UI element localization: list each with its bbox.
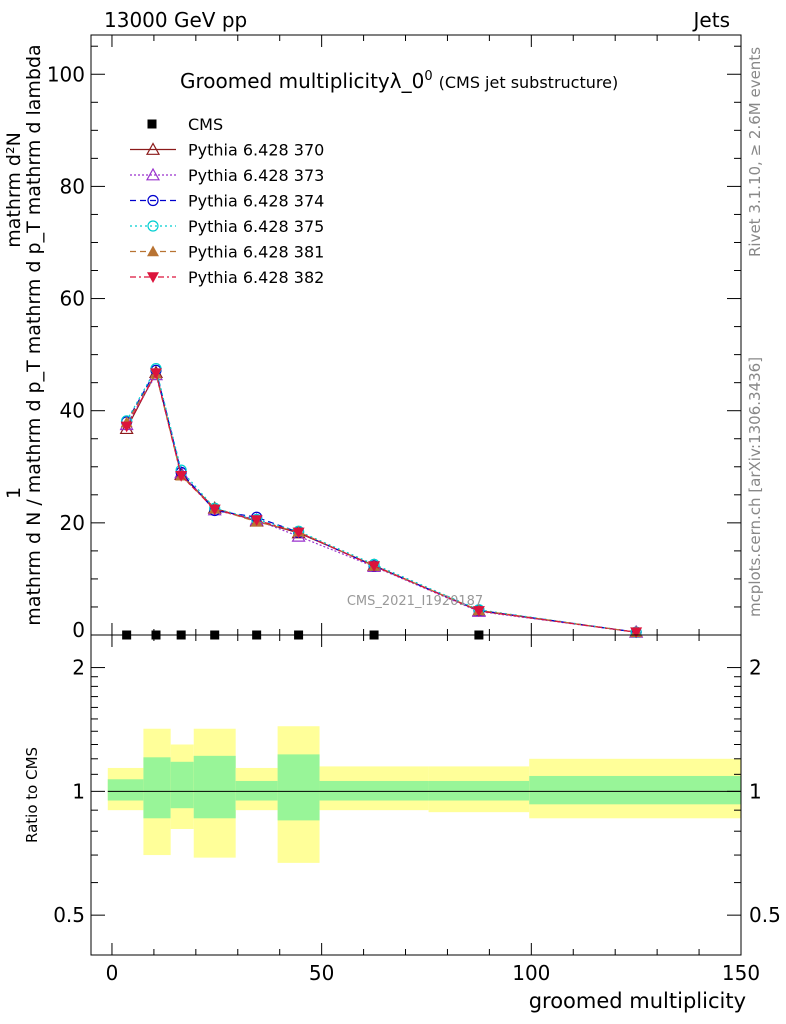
ratio-y-axis-label: Ratio to CMS [23, 747, 41, 843]
x-tick-label: 100 [512, 961, 550, 985]
legend-marker-cms [147, 119, 157, 129]
chart-title-superscript: 0 [424, 69, 432, 84]
series-point-6-6 [368, 561, 381, 573]
y-tick-label: 40 [60, 399, 85, 423]
ratio-inner-band-8 [529, 775, 741, 805]
ratio-y-tick-label: 1 [72, 779, 85, 803]
legend-marker-6 [147, 272, 159, 283]
series-point-6-0 [120, 421, 133, 433]
y-tick-label-zero: 0 [72, 618, 85, 642]
ratio-y-tick-label-right: 0.5 [749, 903, 781, 927]
ratio-inner-band-5 [277, 754, 320, 821]
ratio-y-tick-label-right: 1 [749, 779, 762, 803]
legend-label-6: Pythia 6.428 382 [188, 268, 324, 287]
legend-marker-5 [147, 245, 159, 257]
legend-label-4: Pythia 6.428 375 [188, 217, 324, 236]
mcplots-label: mcplots.cern.ch [arXiv:1306.3436] [746, 357, 764, 617]
y-tick-label: 100 [47, 62, 85, 86]
series-point-6-3 [208, 504, 221, 516]
x-tick-label: 150 [722, 961, 760, 985]
legend-marker-4 [147, 220, 159, 232]
y-axis-label-right: mathrm d²N [3, 132, 25, 248]
ratio-inner-band-1 [143, 757, 171, 819]
chart-subtitle: (CMS jet substructure) [439, 73, 619, 92]
series-line-3 [126, 368, 637, 633]
watermark: CMS_2021_I1920187 [347, 594, 483, 609]
ratio-frame [90, 634, 742, 956]
main-panel: 20 40 60 80 100 0 CMS Pythia 6.428 370 Pythia 6.… [47, 34, 742, 642]
y-axis-label-denominator: mathrm d N / mathrm d p_T mathrm d p_T m… [23, 44, 45, 625]
y-axis-label-numerator: 1 [3, 487, 25, 499]
x-tick-label: 0 [106, 961, 119, 985]
ratio-inner-band-2 [170, 761, 194, 809]
legend-label-2: Pythia 6.428 373 [188, 166, 324, 185]
ratio-y-tick-label: 2 [72, 656, 85, 680]
legend-label-1: Pythia 6.428 370 [188, 141, 324, 160]
ratio-inner-band-4 [235, 780, 278, 801]
legend-marker-2 [145, 167, 161, 181]
series-point-6-1 [150, 368, 162, 380]
ratio-panel: 0 50 100 150 0.5 0.5 1 1 2 2 [53, 634, 781, 985]
ratio-inner-band-6 [319, 780, 429, 801]
series-point-1-0 [119, 421, 134, 435]
ratio-inner-band-7 [428, 780, 530, 801]
y-tick-label: 60 [60, 287, 85, 311]
y-tick-label: 80 [60, 174, 85, 198]
process-label: Jets [693, 8, 730, 32]
labels: groomed multiplicity Ratio to CMS Rivet … [3, 44, 764, 1013]
legend-label-0: CMS [188, 115, 223, 134]
legend-marker-3 [147, 194, 159, 207]
series-point-6-2 [175, 470, 188, 482]
ratio-y-tick-label: 0.5 [53, 903, 85, 927]
series-point-6-4 [250, 515, 263, 527]
ratio-y-tick-label-right: 2 [749, 656, 762, 680]
series-point-6-7 [472, 606, 485, 617]
rivet-label: Rivet 3.1.10, ≥ 2.6M events [746, 47, 764, 257]
ratio-inner-band-3 [193, 755, 236, 819]
series-point-6-5 [292, 527, 305, 539]
x-tick-label: 50 [309, 961, 334, 985]
chart-title-main: Groomed multiplicityλ_0 [180, 69, 424, 93]
legend-label-3: Pythia 6.428 374 [188, 192, 324, 211]
ratio-inner-band-0 [107, 779, 144, 801]
y-tick-label: 20 [60, 511, 85, 535]
series-line-4 [126, 367, 637, 633]
energy-label: 13000 GeV pp [104, 8, 248, 32]
x-axis-label: groomed multiplicity [529, 989, 746, 1013]
legend-marker-1 [145, 142, 161, 155]
chart-title: Groomed multiplicityλ_00 (CMS jet substru… [180, 69, 618, 93]
legend-label-5: Pythia 6.428 381 [188, 243, 324, 262]
series-point-6-8 [630, 627, 643, 639]
